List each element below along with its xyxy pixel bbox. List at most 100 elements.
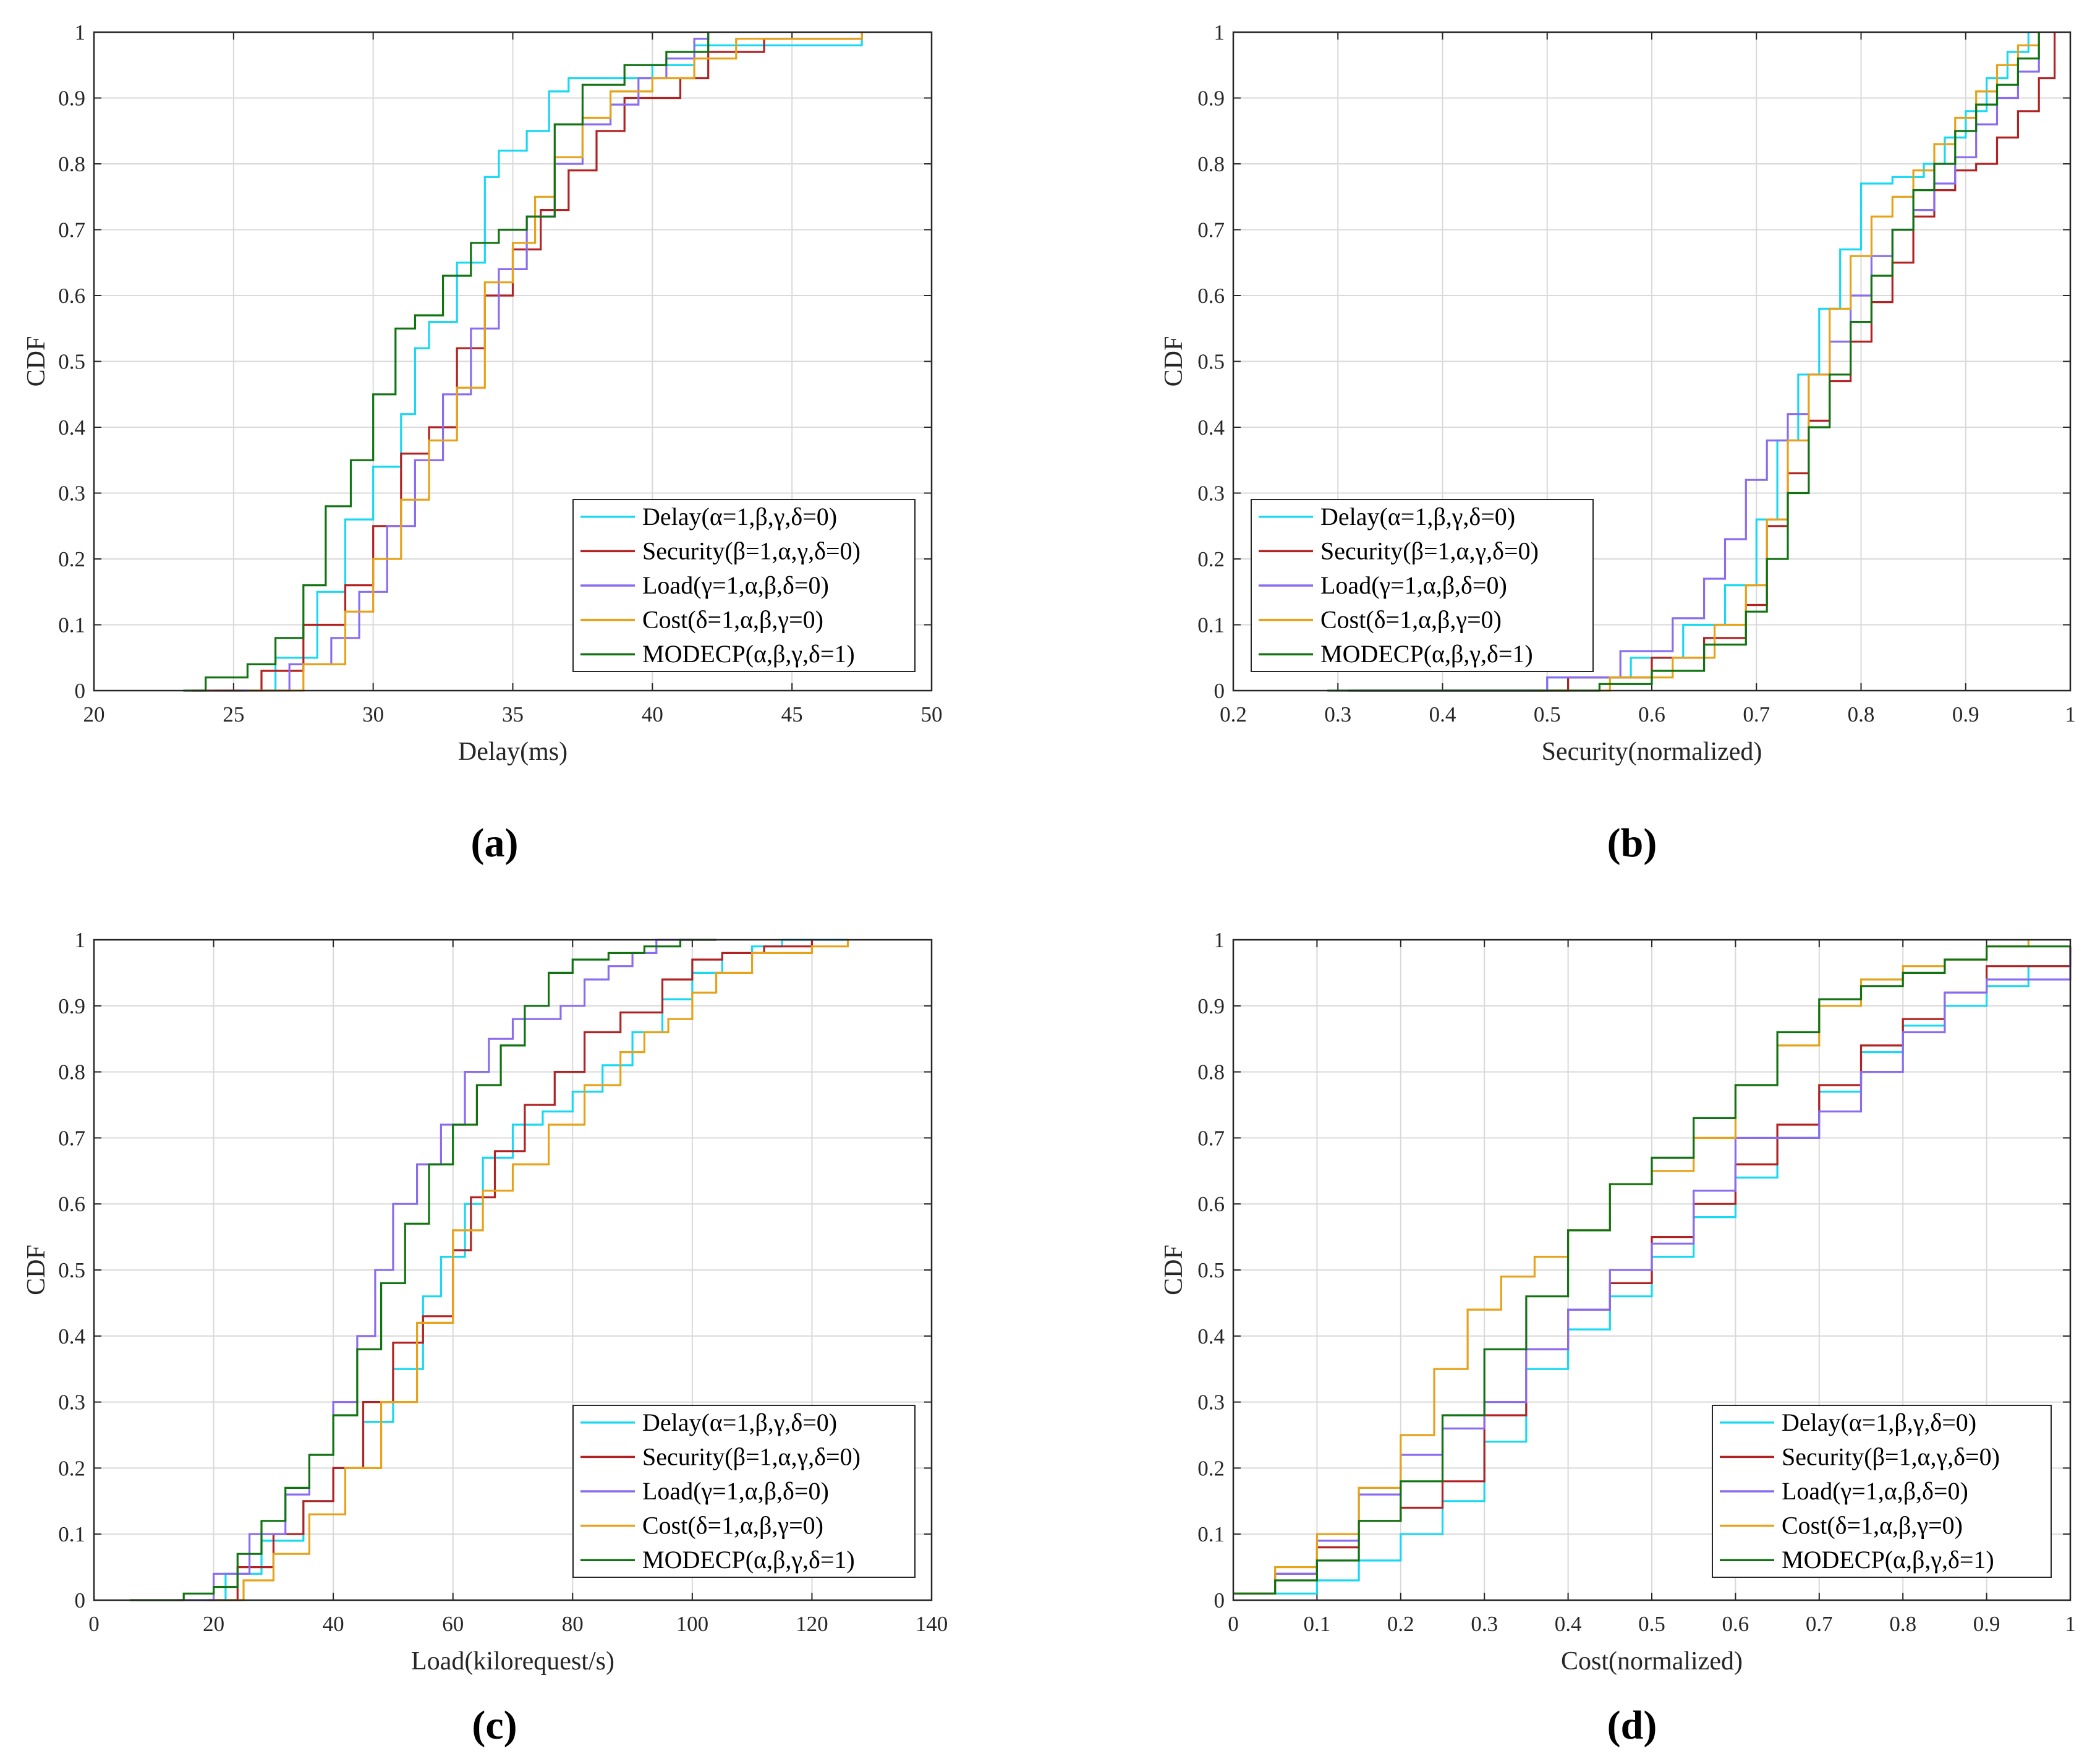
y-tick-label: 0.6: [1197, 1192, 1225, 1216]
x-tick-label: 140: [916, 1612, 948, 1636]
axes-frame: [1232, 939, 2072, 1601]
legend-label-delay: Delay(α=1,β,γ,δ=0): [642, 1408, 837, 1436]
y-tick-label: 0: [75, 679, 86, 703]
y-tick-label: 0.2: [1197, 547, 1225, 571]
y-tick-label: 0.6: [1197, 284, 1225, 308]
legend-label-load: Load(γ=1,α,β,δ=0): [642, 571, 829, 599]
y-tick-label: 0.5: [58, 350, 85, 374]
series-line-modecp: [1327, 32, 2040, 692]
x-axis-label: Security(normalized): [1542, 738, 1762, 766]
legend-label-cost: Cost(δ=1,α,β,γ=0): [1320, 606, 1502, 634]
y-tick-label: 0.4: [1197, 1324, 1225, 1349]
x-tick-label: 1: [2065, 1612, 2076, 1636]
series-line-security: [207, 940, 813, 1601]
axes-frame: [93, 939, 933, 1601]
x-tick-label: 50: [921, 702, 943, 726]
y-tick-label: 0.7: [1197, 1126, 1225, 1150]
x-tick-label: 20: [203, 1612, 224, 1636]
y-tick-label: 1: [1214, 20, 1225, 45]
x-tick-label: 80: [562, 1612, 584, 1636]
series-line-modecp: [183, 32, 710, 692]
chart-panel-c: 0 20 40 60 80 100 120 140 0 0.1 0.2 0.3 0.4 0.5 0.6 0.7…: [22, 928, 948, 1748]
y-tick-label: 0.6: [58, 1192, 85, 1216]
y-tick-label: 0.7: [58, 1126, 85, 1150]
x-tick-label: 35: [502, 702, 524, 726]
y-tick-label: 0.2: [1197, 1456, 1225, 1480]
y-tick-label: 0.2: [58, 547, 85, 571]
x-tick-label: 0.9: [1952, 702, 1979, 726]
panel-label: (d): [1607, 1703, 1657, 1748]
axes-frame: [1232, 31, 2072, 692]
series-line-delay: [214, 32, 863, 692]
x-tick-label: 0.1: [1304, 1612, 1331, 1636]
y-tick-label: 0.1: [58, 613, 85, 637]
y-tick-label: 0: [1214, 679, 1225, 703]
legend-label-modecp: MODECP(α,β,γ,δ=1): [1782, 1546, 1994, 1574]
y-tick-label: 0.1: [1197, 613, 1225, 637]
y-axis-label: CDF: [22, 1245, 51, 1295]
y-tick-label: 0.7: [58, 218, 85, 242]
x-tick-label: 0.2: [1387, 1612, 1414, 1636]
x-tick-label: 40: [323, 1612, 344, 1636]
series-line-cost: [213, 940, 849, 1601]
x-tick-label: 0.5: [1534, 702, 1561, 726]
legend-label-delay: Delay(α=1,β,γ,δ=0): [1320, 503, 1515, 530]
panel-label: (b): [1607, 820, 1657, 866]
y-axis-label: CDF: [22, 336, 51, 387]
y-tick-label: 0.8: [1197, 1060, 1225, 1084]
x-tick-label: 60: [442, 1612, 464, 1636]
panel-label: (a): [471, 820, 519, 866]
x-tick-label: 0.7: [1806, 1612, 1833, 1636]
x-tick-label: 0.7: [1743, 702, 1770, 726]
y-axis-label: CDF: [1160, 336, 1188, 387]
y-tick-label: 0.4: [58, 1324, 85, 1349]
legend-label-delay: Delay(α=1,β,γ,δ=0): [642, 503, 837, 530]
y-tick-label: 0.1: [58, 1522, 85, 1546]
y-tick-label: 1: [1214, 928, 1225, 952]
legend-label-cost: Cost(δ=1,α,β,γ=0): [642, 606, 823, 634]
axes-frame: [93, 31, 933, 692]
series-line-load: [1233, 953, 2072, 1595]
x-tick-label: 0.6: [1638, 702, 1665, 726]
y-tick-label: 0.3: [1197, 1391, 1225, 1415]
legend: Delay(α=1,β,γ,δ=0) Security(β=1,α,γ,δ=0) L…: [1712, 1405, 2052, 1578]
x-axis-label: Load(kilorequest/s): [411, 1647, 614, 1676]
y-tick-label: 0.8: [58, 152, 85, 176]
y-tick-label: 0.7: [1197, 218, 1225, 242]
x-tick-label: 0.4: [1429, 702, 1456, 726]
y-tick-label: 0.8: [58, 1060, 85, 1084]
x-tick-label: 30: [362, 702, 384, 726]
x-tick-label: 0.4: [1555, 1612, 1582, 1636]
y-tick-label: 0.2: [58, 1456, 85, 1480]
x-tick-label: 120: [796, 1612, 828, 1636]
y-tick-label: 0.1: [1197, 1522, 1225, 1546]
chart-panel-a: 20 25 30 35 40 45 50 0 0.1 0.2 0.3 0.4 0.5 0.6 0.7 0.8 0…: [22, 20, 943, 866]
y-tick-label: 0.4: [1197, 415, 1225, 440]
legend-label-load: Load(γ=1,α,β,δ=0): [1782, 1477, 1968, 1505]
legend-label-load: Load(γ=1,α,β,δ=0): [642, 1477, 829, 1505]
y-axis-label: CDF: [1160, 1245, 1188, 1295]
legend-label-security: Security(β=1,α,γ,δ=0): [642, 1442, 861, 1470]
y-tick-label: 0.3: [58, 482, 85, 506]
x-tick-label: 0.2: [1220, 702, 1247, 726]
y-tick-label: 0.5: [58, 1258, 85, 1282]
legend-label-security: Security(β=1,α,γ,δ=0): [1782, 1442, 2000, 1470]
x-tick-label: 0.8: [1889, 1612, 1916, 1636]
legend-label-load: Load(γ=1,α,β,δ=0): [1320, 571, 1507, 599]
series-line-modecp: [1233, 945, 2070, 1595]
panel-label: (c): [472, 1703, 517, 1748]
x-tick-label: 0.3: [1471, 1612, 1498, 1636]
y-tick-label: 1: [75, 928, 86, 952]
x-tick-label: 45: [781, 702, 803, 726]
y-tick-label: 0.5: [1197, 1258, 1225, 1282]
y-tick-label: 0.3: [1197, 482, 1225, 506]
y-tick-label: 0.9: [58, 87, 85, 111]
chart-panel-d: 0 0.1 0.2 0.3 0.4 0.5 0.6 0.7 0.8 0.9 1 0 0.1 0.2 0.3 0…: [1160, 928, 2076, 1748]
y-tick-label: 0: [75, 1588, 86, 1613]
legend-label-modecp: MODECP(α,β,γ,δ=1): [642, 640, 855, 668]
x-tick-label: 100: [676, 1612, 709, 1636]
legend: Delay(α=1,β,γ,δ=0) Security(β=1,α,γ,δ=0) L…: [572, 499, 916, 672]
series-line-modecp: [130, 939, 716, 1601]
x-axis-label: Cost(normalized): [1561, 1647, 1743, 1676]
y-tick-label: 0.4: [58, 415, 85, 440]
